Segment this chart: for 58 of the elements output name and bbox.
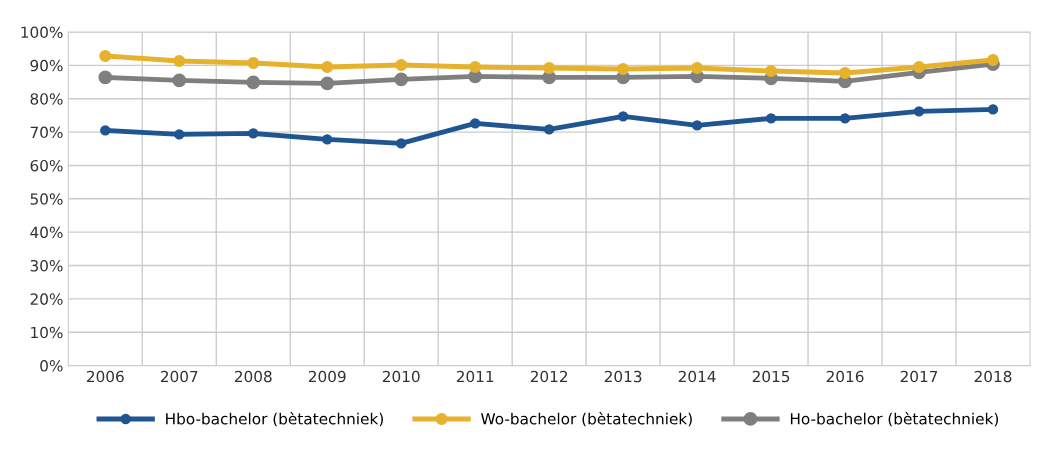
point (691, 61, 704, 75)
legend-label: Hbo-bachelor (bètatechniek) (166, 412, 383, 427)
y-tick-label: 20% (30, 293, 63, 305)
y-tick-label: 90% (30, 59, 63, 72)
point (986, 53, 1000, 67)
point (839, 113, 851, 124)
x-tick-label: 2006 (86, 370, 124, 383)
y-tick-label: 0% (40, 360, 63, 372)
legend-label: Wo-bachelor (bètatechniek) (481, 412, 692, 427)
y-tick-label: 30% (30, 259, 63, 272)
point (173, 54, 186, 68)
point (322, 134, 333, 145)
point (543, 61, 556, 75)
point (469, 118, 481, 129)
point (913, 106, 925, 117)
point (100, 125, 111, 136)
x-tick-label: 2016 (826, 370, 864, 383)
point (99, 49, 112, 63)
point (246, 75, 261, 90)
x-tick-label: 2009 (308, 370, 346, 383)
point (765, 113, 777, 124)
point (987, 104, 999, 115)
x-tick-label: 2011 (456, 370, 494, 383)
x-tick-label: 2012 (530, 370, 568, 383)
y-tick-label: 80% (30, 93, 63, 105)
point (321, 60, 334, 74)
x-tick-label: 2015 (752, 370, 790, 383)
point (395, 58, 408, 72)
x-tick-label: 2010 (382, 370, 420, 383)
point (617, 62, 630, 76)
legend-label: Ho-bachelor (bètatechniek) (790, 412, 999, 427)
x-tick-label: 2018 (974, 370, 1012, 383)
x-tick-label: 2013 (604, 370, 642, 383)
y-tick-label: 50% (30, 193, 63, 205)
point (98, 70, 113, 85)
point (394, 72, 409, 87)
x-tick-label: 2008 (234, 370, 272, 383)
point (469, 60, 482, 74)
y-tick-label: 70% (30, 126, 63, 139)
point (248, 128, 259, 139)
x-tick-label: 2014 (678, 370, 716, 383)
y-tick-label: 100% (21, 26, 63, 39)
x-tick-label: 2017 (900, 370, 938, 383)
y-tick-label: 40% (30, 226, 63, 239)
point (912, 60, 926, 74)
point (320, 76, 335, 91)
point (172, 73, 187, 88)
point (247, 56, 260, 70)
x-tick-label: 2007 (160, 370, 198, 383)
point (765, 64, 778, 78)
point (839, 66, 852, 80)
point (174, 129, 185, 140)
point (617, 111, 629, 122)
point (543, 124, 555, 135)
y-tick-label: 10% (31, 326, 63, 339)
point (395, 138, 407, 149)
point (691, 120, 703, 131)
y-tick-label: 60% (30, 159, 63, 172)
